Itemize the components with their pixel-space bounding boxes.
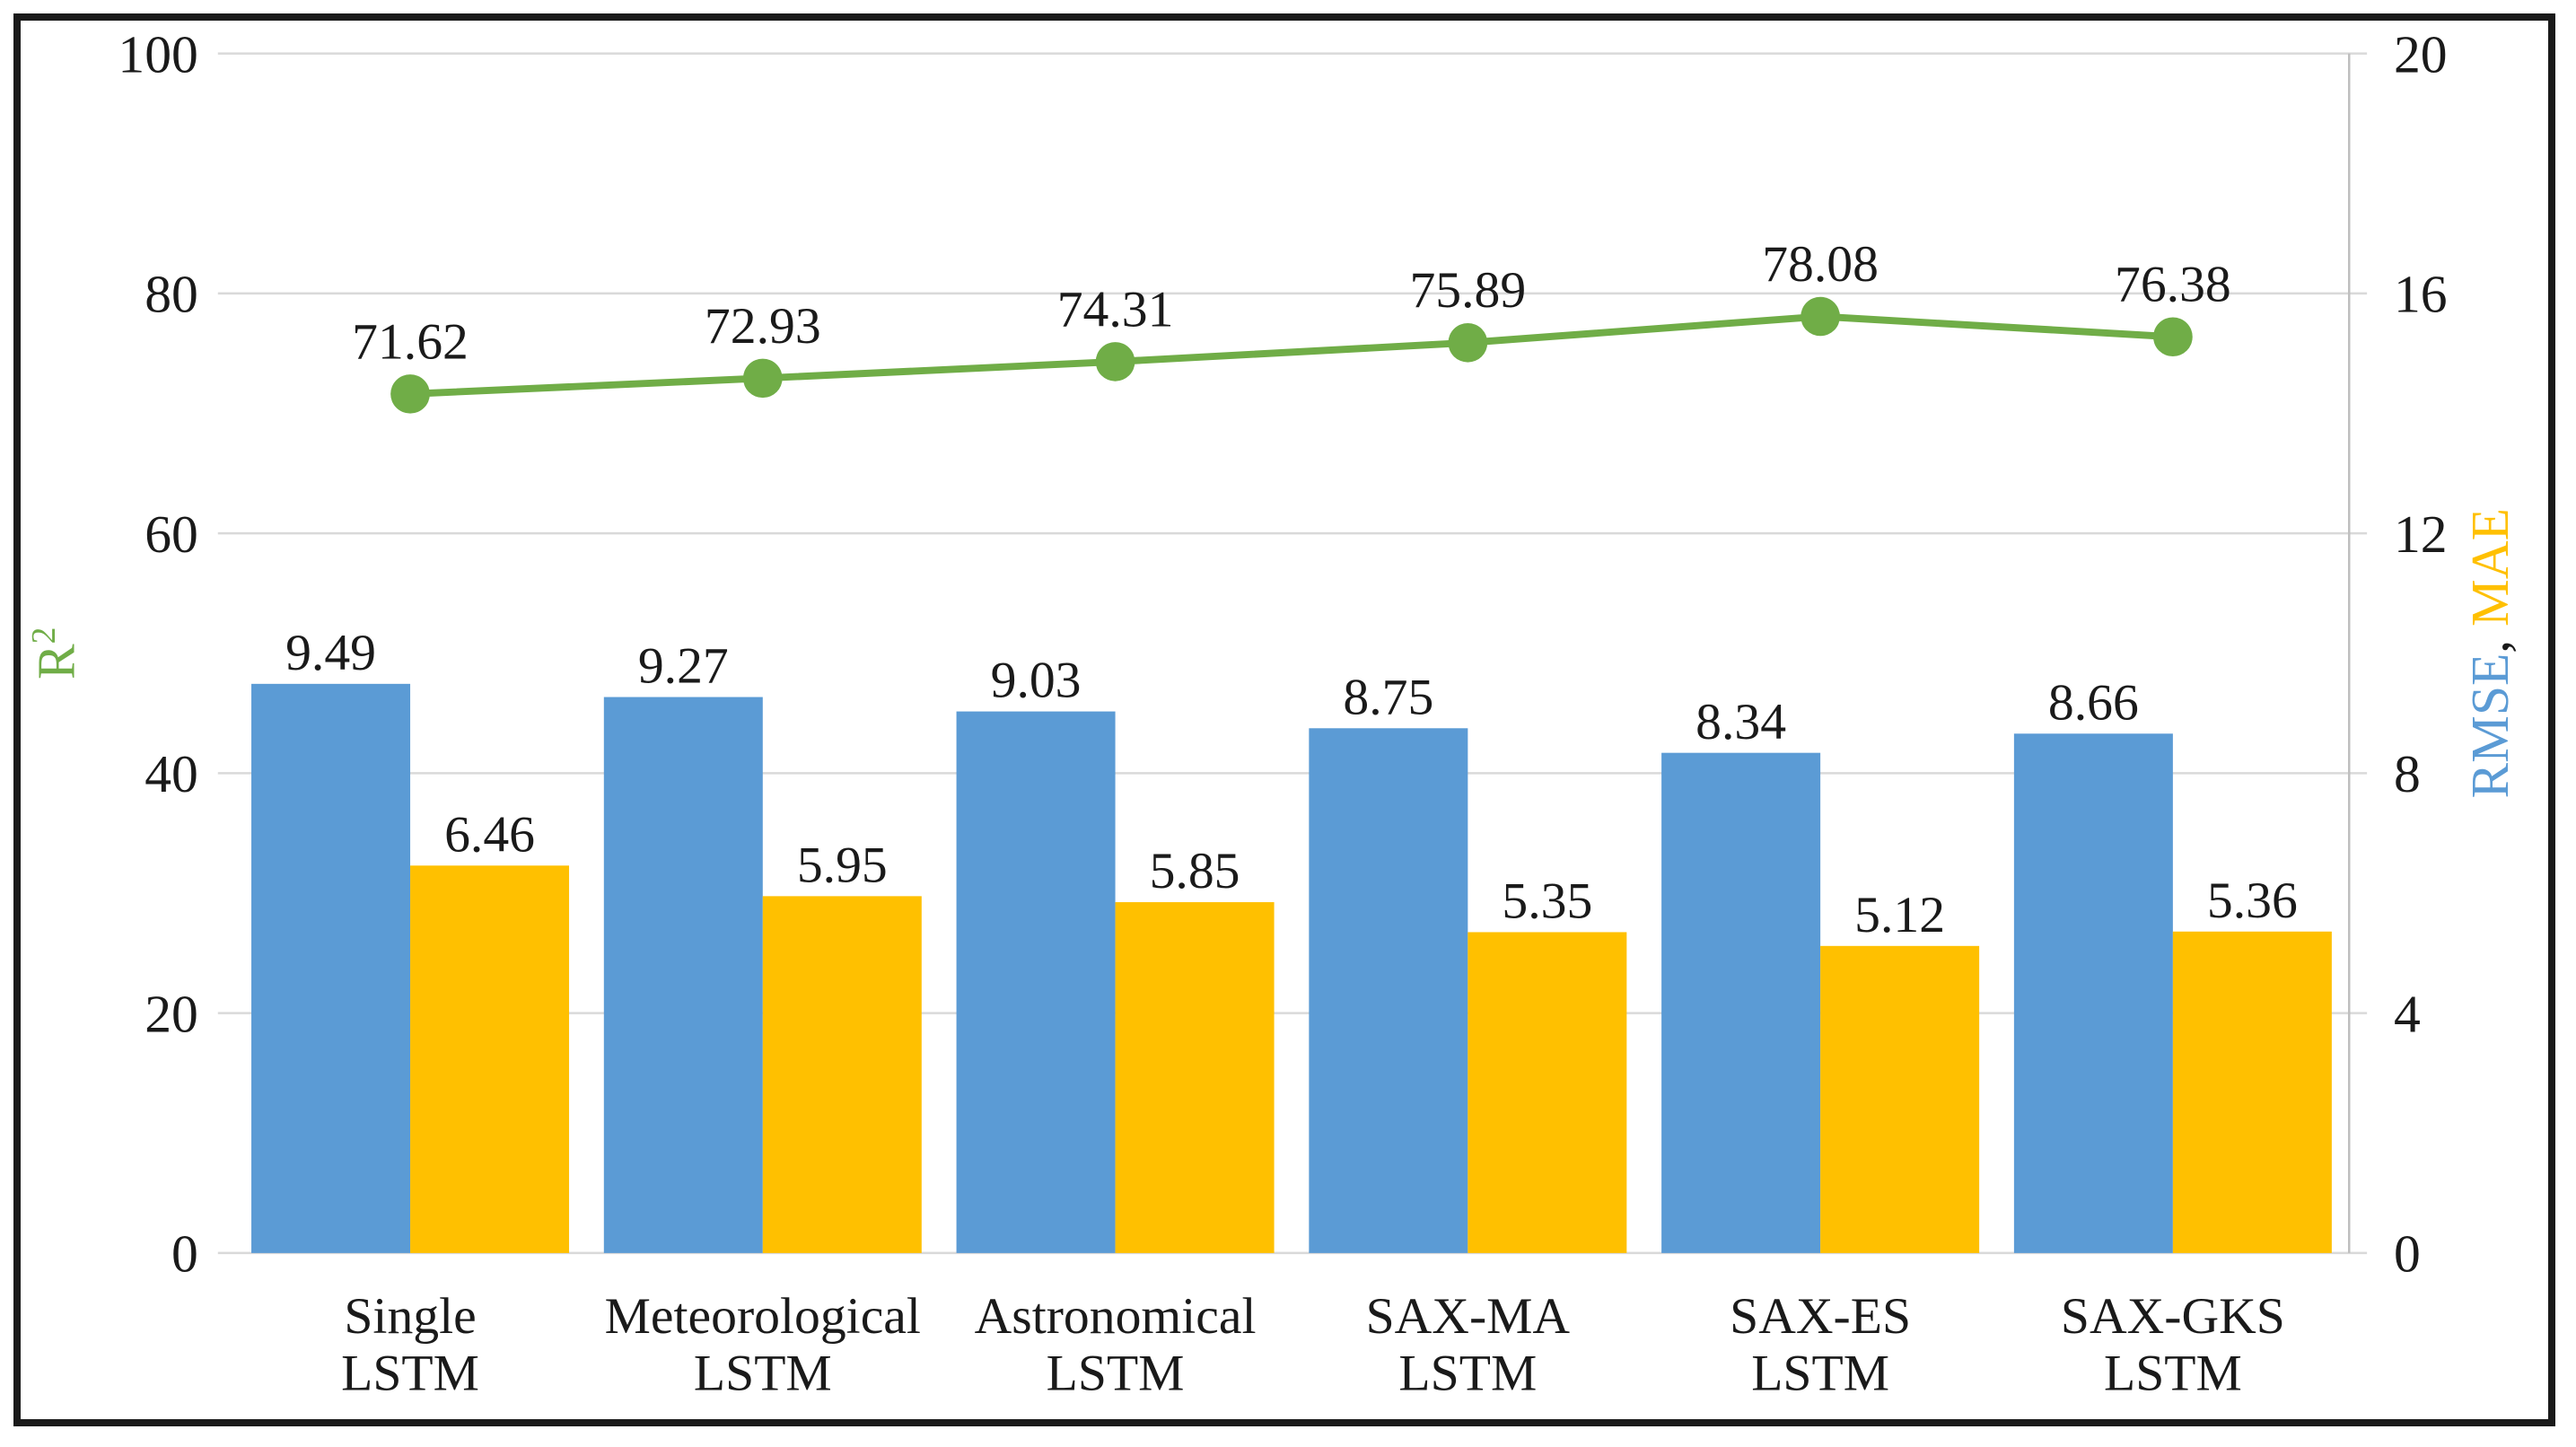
r2-value-label: 76.38 — [2115, 257, 2231, 313]
r2-line — [409, 312, 2174, 398]
category-label-line: Meteorological — [605, 1288, 921, 1345]
category-label: Meteorological LSTM — [605, 1288, 921, 1401]
mae-bar — [1820, 945, 1980, 1253]
right-axis-tick-label: 8 — [2394, 744, 2421, 803]
r2-marker — [742, 358, 783, 399]
category-label-line: LSTM — [1751, 1345, 1889, 1401]
category-label-line: SAX-ES — [1730, 1288, 1911, 1345]
rmse-value-label: 8.66 — [2048, 675, 2139, 732]
category-label-line: Astronomical — [975, 1288, 1257, 1345]
r2-marker — [1801, 296, 1840, 337]
category-label: Single LSTM — [341, 1288, 479, 1401]
right-axis-tick-label: 4 — [2394, 985, 2421, 1044]
mae-value-label: 5.12 — [1854, 887, 1945, 943]
left-axis-tick-label: 40 — [145, 744, 198, 803]
rmse-bar — [251, 683, 411, 1253]
category-label-line: LSTM — [1398, 1345, 1537, 1401]
mae-value-label: 5.35 — [1502, 873, 1592, 930]
rmse-bar — [603, 697, 763, 1253]
r2-value-label: 74.31 — [1057, 281, 1174, 338]
rmse-bar — [1309, 728, 1468, 1253]
rmse-value-label: 9.49 — [285, 625, 376, 681]
rmse-value-label: 8.75 — [1343, 670, 1433, 726]
r2-value-label: 71.62 — [352, 313, 469, 370]
right-axis-title-part-: , — [2460, 627, 2519, 653]
right-axis-tick-label: 20 — [2394, 25, 2448, 84]
category-label-line: SAX-MA — [1366, 1288, 1571, 1345]
left-axis-title-superscript: 2 — [25, 627, 63, 645]
rmse-bar — [2013, 733, 2173, 1253]
category-label-line: LSTM — [694, 1345, 832, 1401]
combo-chart: 0 0 20 4 40 8 60 12 80 16 100 20 9.49 9.27 9.03 8.75 8.3… — [25, 25, 2520, 1402]
mae-bar — [2172, 931, 2332, 1253]
category-label: SAX-MA LSTM — [1366, 1288, 1571, 1401]
category-label: SAX-GKS LSTM — [2061, 1288, 2285, 1401]
right-axis-tick-label: 12 — [2394, 504, 2448, 564]
r2-marker — [2153, 317, 2193, 357]
rmse-value-label: 9.27 — [638, 638, 729, 695]
r2-value-label: 78.08 — [1762, 236, 1879, 293]
mae-value-label: 5.36 — [2207, 873, 2298, 929]
left-axis-tick-label: 60 — [145, 504, 198, 564]
chart-frame: 0 0 20 4 40 8 60 12 80 16 100 20 9.49 9.27 9.03 8.75 8.3… — [13, 13, 2555, 1426]
category-label-line: LSTM — [2104, 1345, 2242, 1401]
left-axis-tick-label: 20 — [145, 985, 198, 1044]
right-axis-tick-label: 0 — [2394, 1224, 2421, 1284]
left-axis-title-base: R — [27, 644, 86, 680]
mae-bar — [410, 865, 570, 1253]
mae-bar — [762, 896, 922, 1253]
category-label: Astronomical LSTM — [975, 1288, 1257, 1401]
category-label: SAX-ES LSTM — [1730, 1288, 1911, 1401]
r2-marker — [390, 374, 430, 414]
category-label-line: Single — [344, 1288, 476, 1345]
rmse-value-label: 8.34 — [1695, 694, 1786, 750]
mae-value-label: 5.95 — [797, 838, 888, 894]
category-label-line: SAX-GKS — [2061, 1288, 2285, 1345]
mae-bar — [1115, 902, 1275, 1253]
right-axis-title-part-mae: MAE — [2460, 508, 2519, 627]
left-axis-tick-label: 100 — [118, 25, 197, 84]
rmse-value-label: 9.03 — [991, 653, 1082, 709]
category-label-line: LSTM — [341, 1345, 479, 1401]
category-label-line: LSTM — [1047, 1345, 1185, 1401]
mae-bar — [1468, 932, 1627, 1253]
r2-value-label: 72.93 — [705, 298, 821, 355]
right-axis-tick-label: 16 — [2394, 265, 2448, 324]
r2-marker — [1095, 342, 1135, 381]
left-axis-tick-label: 80 — [145, 265, 198, 324]
right-axis-title: RMSE, MAE — [2460, 508, 2519, 798]
r2-marker — [1448, 323, 1488, 363]
left-axis-tick-label: 0 — [171, 1224, 198, 1284]
right-axis-title-part-rmse: RMSE — [2460, 653, 2519, 799]
mae-value-label: 6.46 — [444, 807, 535, 864]
mae-value-label: 5.85 — [1150, 843, 1240, 899]
rmse-bar — [956, 711, 1116, 1253]
rmse-bar — [1661, 752, 1821, 1253]
r2-value-label: 75.89 — [1409, 262, 1526, 319]
left-axis-title: R2 — [25, 627, 86, 680]
